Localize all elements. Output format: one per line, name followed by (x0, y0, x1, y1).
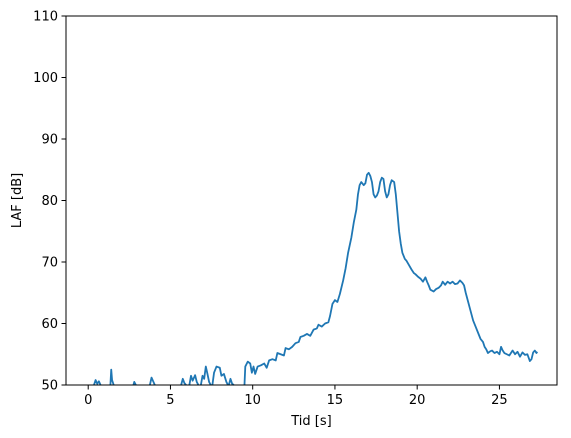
series-0-segment-7 (211, 365, 229, 386)
y-tick-label: 80 (41, 194, 58, 209)
y-axis-label: LAF [dB] (10, 173, 25, 228)
x-axis-ticks: 0 5 10 15 20 25 (84, 385, 508, 408)
series-layer (93, 171, 539, 386)
series-0-segment-0 (93, 379, 102, 386)
y-tick-label: 100 (33, 71, 58, 86)
y-tick-label: 110 (33, 10, 58, 25)
x-tick-label: 20 (409, 393, 426, 408)
x-tick-label: 5 (166, 393, 174, 408)
series-0-segment-9 (243, 171, 539, 386)
series-0-segment-5 (188, 374, 200, 386)
x-tick-label: 15 (327, 393, 344, 408)
x-axis-label: Tid [s] (290, 414, 331, 429)
series-0-segment-1 (109, 368, 115, 386)
x-tick-label: 25 (491, 393, 508, 408)
y-tick-label: 70 (41, 256, 58, 271)
plot-frame (65, 15, 558, 386)
x-tick-label: 0 (84, 393, 92, 408)
series-0-segment-3 (149, 376, 156, 386)
x-tick-label: 10 (244, 393, 261, 408)
series-0-segment-8 (227, 377, 235, 386)
series-0-segment-4 (180, 377, 187, 386)
y-tick-label: 90 (41, 133, 58, 148)
series-0-segment-2 (132, 381, 137, 386)
y-axis-ticks: 50 60 70 80 90 100 110 (33, 10, 66, 394)
series-0-segment-6 (199, 365, 212, 386)
y-tick-label: 60 (41, 317, 58, 332)
y-tick-label: 50 (41, 379, 58, 394)
